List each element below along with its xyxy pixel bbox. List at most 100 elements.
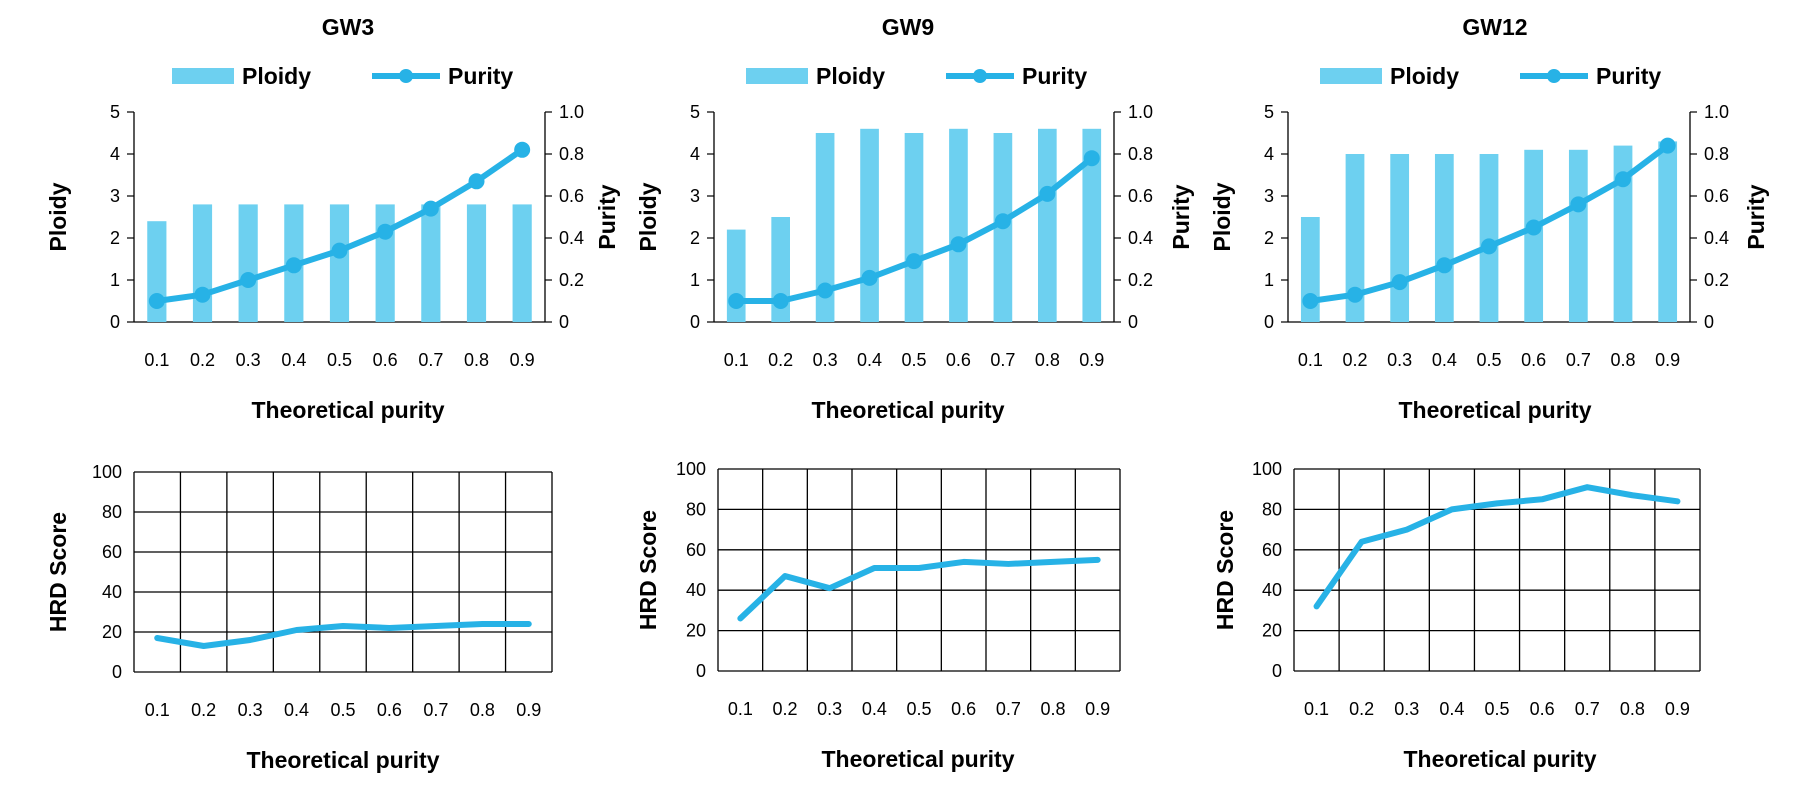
x-tick-label: 0.8 <box>470 700 495 720</box>
y2-tick-label: 0 <box>559 312 569 332</box>
x-tick-label: 0.1 <box>144 350 169 370</box>
ploidy-bar <box>1390 154 1410 322</box>
y-tick-label: 40 <box>1262 580 1282 600</box>
y2-tick-label: 0.2 <box>1128 270 1153 290</box>
x-tick-label: 0.9 <box>510 350 535 370</box>
x-tick-label: 0.4 <box>281 350 306 370</box>
purity-point <box>148 293 165 309</box>
hrd-score-point <box>296 629 298 631</box>
y2-tick-label: 0.6 <box>559 186 584 206</box>
purity-point <box>331 242 348 259</box>
y2-axis-title: Purity <box>594 184 620 249</box>
hrd-score-point <box>1007 563 1009 565</box>
legend-bar-swatch <box>746 68 808 84</box>
x-tick-label: 0.4 <box>862 699 887 719</box>
x-tick-label: 0.8 <box>464 350 489 370</box>
x-tick-label: 0.9 <box>516 700 541 720</box>
ploidy-bar <box>1568 149 1588 322</box>
y2-tick-label: 0.8 <box>1704 144 1729 164</box>
x-axis-title: Theoretical purity <box>822 746 1015 772</box>
hrd-score-point <box>963 561 965 563</box>
hrd-score-point <box>1541 498 1543 500</box>
chart-title: GW9 <box>882 14 934 40</box>
hrd-score-point <box>739 617 741 619</box>
y-tick-label: 0 <box>1264 312 1274 332</box>
y2-tick-label: 0.4 <box>1128 228 1153 248</box>
x-tick-label: 0.2 <box>768 350 793 370</box>
x-axis-title: Theoretical purity <box>247 747 440 773</box>
y-tick-label: 4 <box>690 144 700 164</box>
y-axis-title: HRD Score <box>635 510 661 630</box>
combo-chart-gw9: GW9 Ploidy Purity 0 1 2 3 4 5 0 0.2 0.4 0.6 0.8 1.0 0.1… <box>635 14 1194 423</box>
ploidy-bar <box>192 204 213 322</box>
y-tick-label: 80 <box>1262 499 1282 519</box>
y2-axis-title: Purity <box>1743 184 1769 249</box>
x-tick-label: 0.3 <box>1387 350 1412 370</box>
x-tick-label: 0.1 <box>728 699 753 719</box>
ploidy-bar <box>1434 154 1454 322</box>
ploidy-bar <box>1345 154 1365 322</box>
hrd-score-point <box>1316 605 1318 607</box>
ploidy-bar <box>421 204 441 322</box>
legend-bar-swatch <box>172 68 234 84</box>
ploidy-bar <box>1082 128 1102 322</box>
x-tick-label: 0.8 <box>1610 350 1635 370</box>
ploidy-bar <box>238 204 258 322</box>
x-tick-label: 0.6 <box>946 350 971 370</box>
x-tick-label: 0.4 <box>1432 350 1457 370</box>
legend-label-ploidy: Ploidy <box>1390 63 1459 89</box>
y-tick-label: 20 <box>686 621 706 641</box>
x-tick-label: 0.5 <box>1484 699 1509 719</box>
y-tick-label: 0 <box>112 662 122 682</box>
purity-point <box>514 141 531 158</box>
y-tick-label: 60 <box>686 540 706 560</box>
hrd-score-point <box>829 587 831 589</box>
hrd-score-point <box>1451 508 1453 510</box>
y2-tick-label: 0.8 <box>1128 144 1153 164</box>
x-tick-label: 0.6 <box>377 700 402 720</box>
purity-point <box>950 236 967 253</box>
purity-point <box>1347 286 1363 303</box>
y-tick-label: 60 <box>1262 540 1282 560</box>
hrd-score-point <box>1052 561 1054 563</box>
legend-label-purity: Purity <box>448 63 513 89</box>
x-tick-label: 0.7 <box>990 350 1015 370</box>
hrd-score-point <box>1586 486 1588 488</box>
x-tick-label: 0.4 <box>1439 699 1464 719</box>
y-axis-title: Ploidy <box>45 182 71 251</box>
x-tick-label: 0.7 <box>1575 699 1600 719</box>
x-tick-label: 0.6 <box>373 350 398 370</box>
purity-point <box>1436 257 1453 274</box>
hrd-score-point <box>918 567 920 569</box>
x-tick-label: 0.6 <box>1521 350 1546 370</box>
y-tick-label: 1 <box>1264 270 1274 290</box>
hrd-score-point <box>342 625 344 627</box>
ploidy-bar <box>860 128 879 322</box>
y-axis-title: Ploidy <box>635 182 661 251</box>
purity-point <box>194 286 211 303</box>
ploidy-bar <box>949 128 968 322</box>
y-tick-label: 5 <box>690 102 700 122</box>
y-tick-label: 4 <box>1264 144 1274 164</box>
y-axis-title: Ploidy <box>1209 182 1235 251</box>
legend-marker-icon <box>1547 69 1561 83</box>
purity-point <box>817 282 834 299</box>
y-tick-label: 3 <box>690 186 700 206</box>
purity-point <box>861 269 878 286</box>
purity-point <box>285 257 302 274</box>
x-tick-label: 0.5 <box>327 350 352 370</box>
purity-point <box>1525 219 1542 236</box>
purity-point <box>1481 238 1497 255</box>
x-tick-label: 0.2 <box>772 699 797 719</box>
x-axis-title: Theoretical purity <box>252 397 445 423</box>
combo-chart-gw3: GW3 Ploidy Purity 0 1 2 3 4 5 0 0.2 0.4 0.6 0.8 1.0 0.1… <box>45 14 620 423</box>
y-tick-label: 3 <box>1264 186 1274 206</box>
purity-point <box>1039 185 1056 202</box>
x-tick-label: 0.8 <box>1035 350 1060 370</box>
hrd-score-point <box>203 645 205 647</box>
y2-tick-label: 0.2 <box>1704 270 1729 290</box>
purity-point <box>1083 150 1100 167</box>
y-tick-label: 2 <box>1264 228 1274 248</box>
hrd-score-line <box>154 621 532 649</box>
x-tick-label: 0.7 <box>996 699 1021 719</box>
